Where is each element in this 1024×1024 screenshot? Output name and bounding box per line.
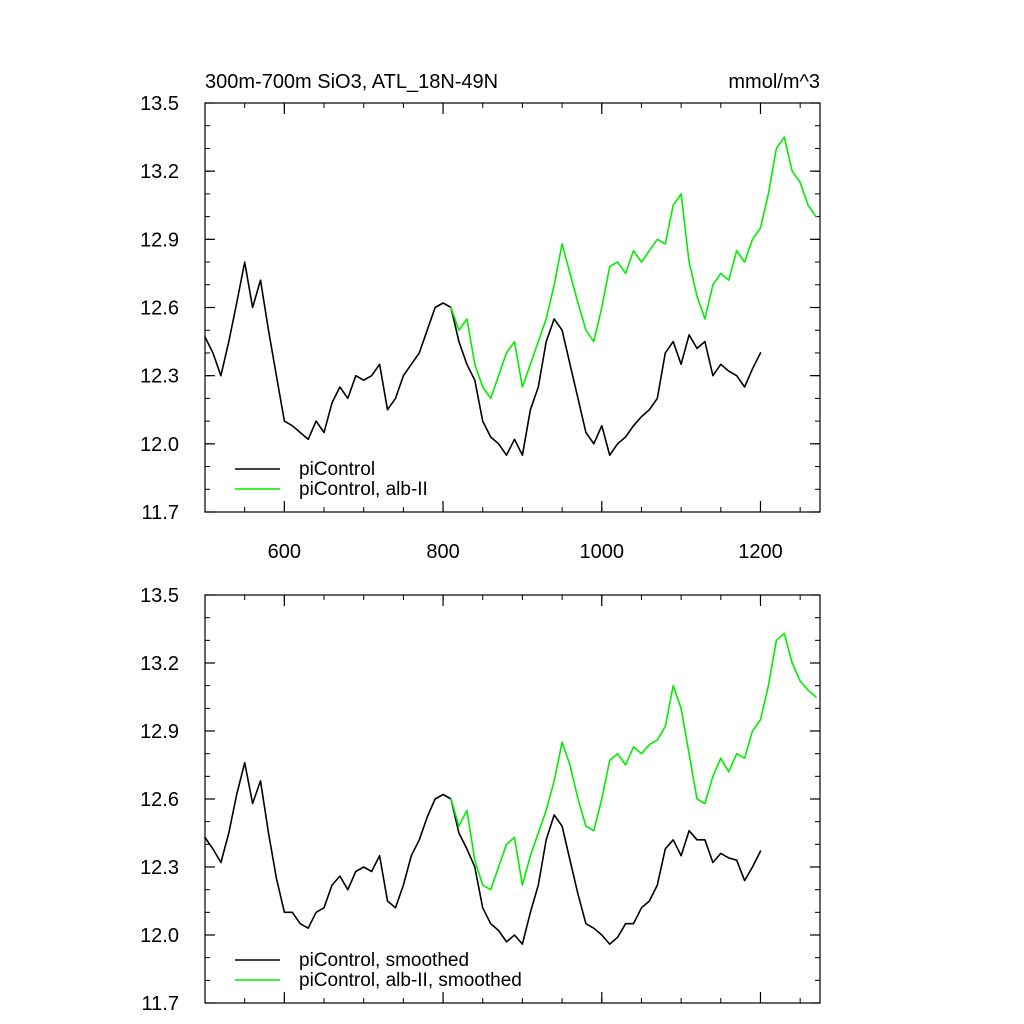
panel-bottom: 11.7 12.0 12.3 12.6 12.9 13.2 13.5 piControl, s…	[140, 585, 821, 1015]
series-line-picontrol-alb-ii	[450, 136, 817, 400]
legend-label: piControl	[299, 459, 375, 480]
plot-frame	[204, 102, 821, 513]
x-tick-label: 1000	[580, 541, 625, 563]
y-tick-label: 12.3	[140, 857, 179, 879]
series-line-picontrol-alb-ii	[450, 632, 817, 891]
x-tick-label: 800	[426, 541, 459, 563]
chart-title: 300m-700m SiO3, ATL_18N-49N	[205, 71, 498, 93]
series-line-picontrol	[204, 761, 762, 945]
y-tick-label: 13.2	[140, 653, 179, 675]
y-tick-label: 13.5	[140, 585, 179, 607]
y-tick-label: 12.0	[140, 925, 179, 947]
y-tick-label: 11.7	[142, 502, 179, 524]
units-label: mmol/m^3	[728, 71, 820, 93]
y-tick-label: 13.2	[140, 161, 179, 183]
panel-top: 11.7 12.0 12.3 12.6 12.9 13.2 13.5 600 800 1000 12…	[140, 93, 821, 563]
legend-label: piControl, alb-II	[299, 479, 428, 500]
series-line-picontrol	[204, 261, 762, 457]
y-tick-label: 12.0	[140, 434, 179, 456]
x-tick-label: 1200	[738, 541, 783, 563]
y-tick-label: 12.6	[140, 298, 179, 320]
x-tick-label: 600	[268, 541, 301, 563]
y-tick-label: 13.5	[140, 93, 179, 115]
y-tick-label: 12.6	[140, 789, 179, 811]
y-tick-label: 12.3	[140, 366, 179, 388]
y-tick-label: 12.9	[140, 229, 179, 251]
y-tick-label: 12.9	[140, 721, 179, 743]
legend-label: piControl, smoothed	[299, 950, 469, 971]
y-tick-label: 11.7	[142, 993, 179, 1015]
legend-label: piControl, alb-II, smoothed	[299, 970, 522, 991]
plot-frame	[204, 594, 821, 1004]
